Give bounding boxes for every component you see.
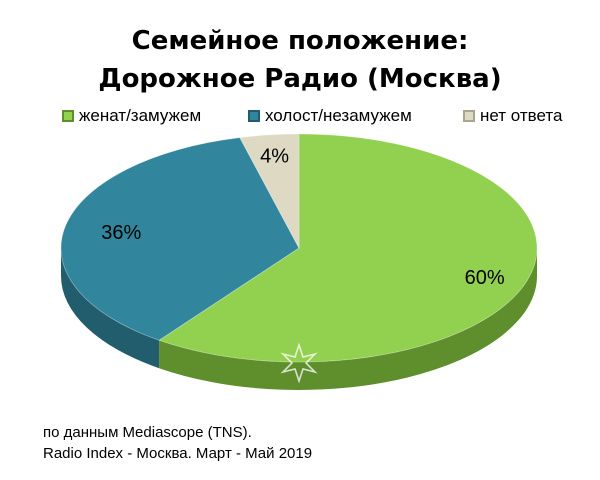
- legend-item-no-answer: нет ответа: [463, 106, 562, 126]
- legend-swatch-single: [248, 110, 260, 122]
- pie-slice-no-answer: [239, 133, 300, 249]
- legend-swatch-no-answer: [463, 110, 475, 122]
- legend-label-single: холост/незамужем: [265, 106, 412, 125]
- watermark-text: ALLEN MEDIA: [235, 389, 364, 408]
- watermark: ALLEN MEDIA: [235, 342, 364, 408]
- legend-swatch-married: [62, 110, 74, 122]
- chart-title-line2: Дорожное Радио (Москва): [98, 64, 502, 94]
- chart-title-line1: Семейное положение:: [131, 26, 469, 56]
- pie-slice-married: [158, 133, 538, 363]
- data-labels: 60% 36% 4%: [101, 145, 505, 289]
- pie-side-married: [159, 248, 538, 391]
- chart-title: Семейное положение: Дорожное Радио (Моск…: [0, 22, 600, 98]
- legend-item-single: холост/незамужем: [248, 106, 412, 126]
- data-label-no-answer: 4%: [260, 145, 289, 167]
- legend-label-no-answer: нет ответа: [480, 106, 563, 125]
- pie-side-single: [61, 248, 160, 369]
- star-logo-icon: [280, 342, 318, 384]
- legend-label-married: женат/замужем: [79, 106, 202, 125]
- source-note: по данным Mediascope (TNS). Radio Index …: [43, 422, 312, 464]
- source-line2: Radio Index - Москва. Март - Май 2019: [43, 445, 313, 462]
- source-line1: по данным Mediascope (TNS).: [43, 424, 252, 441]
- pie-slice-single: [60, 137, 300, 341]
- legend-item-married: женат/замужем: [62, 106, 201, 126]
- data-label-single: 36%: [101, 222, 141, 244]
- data-label-married: 60%: [465, 267, 505, 289]
- legend: женат/замужем холост/незамужем нет ответ…: [0, 106, 600, 128]
- pie-slices: [60, 133, 538, 391]
